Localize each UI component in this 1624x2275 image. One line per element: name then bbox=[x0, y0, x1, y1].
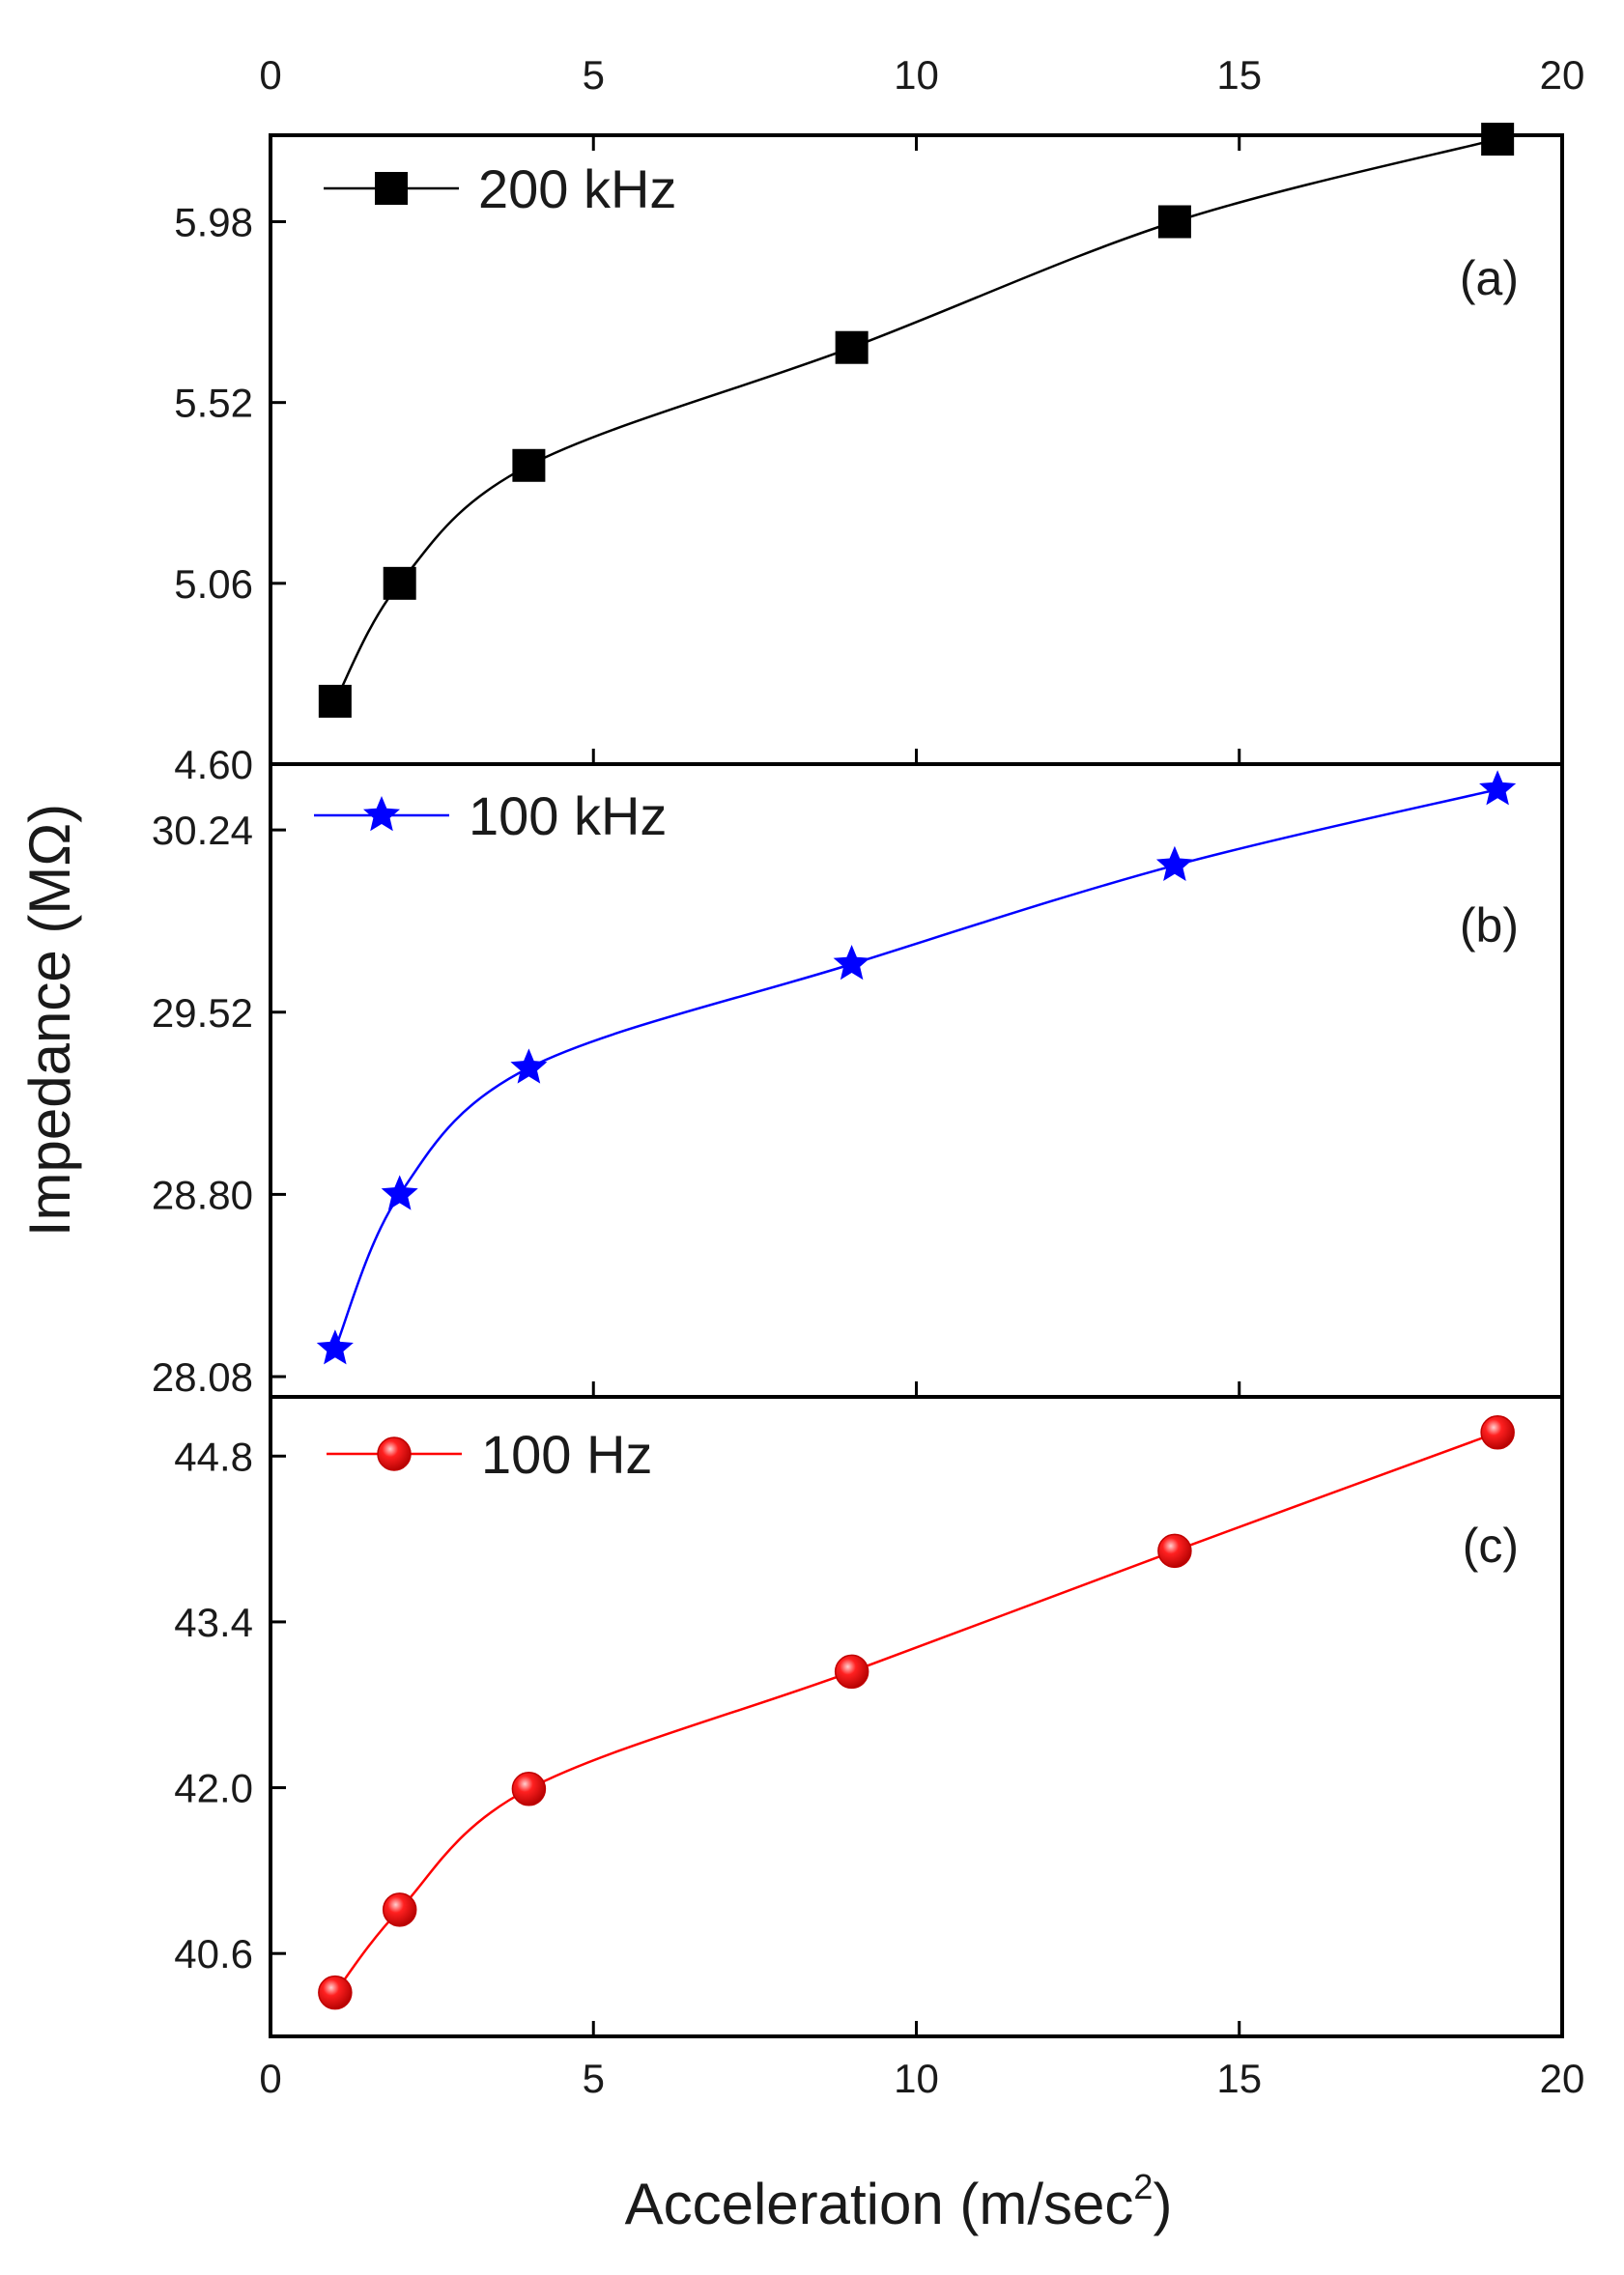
x-axis-title-superscript: 2 bbox=[1133, 2167, 1153, 2206]
series-line bbox=[333, 137, 1498, 702]
panel-frame bbox=[269, 1395, 1564, 2038]
x-tick-label-top: 5 bbox=[583, 52, 605, 98]
x-axis-title: Acceleration (m/sec2) bbox=[625, 2167, 1173, 2236]
data-point bbox=[1481, 123, 1515, 156]
y-tick-label: 44.8 bbox=[174, 1434, 253, 1479]
x-tick-label-bottom: 15 bbox=[1216, 2056, 1262, 2101]
data-point bbox=[318, 1975, 353, 2010]
panel-a: 4.60 5.06 5.52 5.98 200 kHz (a) bbox=[174, 123, 1564, 787]
data-point bbox=[833, 945, 870, 981]
legend-marker bbox=[375, 172, 408, 205]
y-tick-label: 4.60 bbox=[174, 742, 253, 787]
panel-c: 40.6 42.0 43.4 44.8 100 Hz (c) bbox=[174, 1395, 1564, 2038]
data-point bbox=[382, 1892, 417, 1927]
series-line bbox=[333, 787, 1498, 1350]
y-tick-label: 5.06 bbox=[174, 561, 253, 607]
x-axis-title-suffix: ) bbox=[1153, 2172, 1172, 2236]
data-point bbox=[1157, 205, 1191, 239]
panel-label: (c) bbox=[1463, 1519, 1519, 1573]
data-point bbox=[835, 330, 869, 364]
x-tick-label-top: 15 bbox=[1216, 52, 1262, 98]
x-tick-label-top: 20 bbox=[1540, 52, 1585, 98]
data-point bbox=[1480, 1415, 1515, 1450]
y-tick-label: 29.52 bbox=[152, 990, 253, 1036]
panels-layer: 4.60 5.06 5.52 5.98 200 kHz (a) 28.08 28.80 29.5… bbox=[152, 52, 1584, 2101]
legend-label: 100 kHz bbox=[469, 785, 667, 846]
panel-frame bbox=[269, 762, 1564, 1399]
legend-label: 100 Hz bbox=[481, 1424, 652, 1485]
y-axis-title: Impedance (MΩ) bbox=[17, 804, 82, 1237]
data-point bbox=[511, 1772, 547, 1806]
data-point bbox=[512, 448, 546, 482]
legend-label: 200 kHz bbox=[478, 158, 676, 219]
data-point bbox=[318, 684, 352, 718]
y-tick-label: 5.98 bbox=[174, 200, 253, 245]
data-point bbox=[834, 1654, 869, 1690]
y-tick-label: 5.52 bbox=[174, 381, 253, 426]
y-tick-label: 28.80 bbox=[152, 1172, 253, 1217]
panel-b: 28.08 28.80 29.52 30.24 100 kHz (b) bbox=[152, 762, 1564, 1400]
y-tick-label: 40.6 bbox=[174, 1931, 253, 1976]
y-tick-label: 43.4 bbox=[174, 1600, 253, 1645]
data-point bbox=[316, 1329, 354, 1365]
panel-frame bbox=[269, 133, 1564, 766]
series-line bbox=[333, 1431, 1498, 1994]
x-axis-title-main: Acceleration (m/sec bbox=[625, 2172, 1134, 2236]
panel-label: (a) bbox=[1460, 251, 1519, 305]
legend-marker bbox=[377, 1436, 412, 1471]
x-tick-label-bottom: 20 bbox=[1540, 2056, 1585, 2101]
y-tick-label: 28.08 bbox=[152, 1354, 253, 1400]
data-point bbox=[510, 1048, 548, 1084]
data-point bbox=[1479, 770, 1517, 806]
x-tick-label-bottom: 10 bbox=[894, 2056, 939, 2101]
x-tick-label-bottom: 0 bbox=[259, 2056, 281, 2101]
x-tick-label-top: 10 bbox=[894, 52, 939, 98]
legend-marker bbox=[363, 796, 400, 832]
data-point bbox=[1157, 1533, 1192, 1569]
y-tick-label: 42.0 bbox=[174, 1766, 253, 1811]
y-tick-label: 30.24 bbox=[152, 808, 253, 853]
data-point bbox=[1155, 845, 1193, 881]
x-tick-label-bottom: 5 bbox=[583, 2056, 605, 2101]
panel-label: (b) bbox=[1460, 898, 1519, 953]
data-point bbox=[383, 566, 416, 600]
x-tick-label-top: 0 bbox=[259, 52, 281, 98]
data-point bbox=[381, 1175, 418, 1210]
